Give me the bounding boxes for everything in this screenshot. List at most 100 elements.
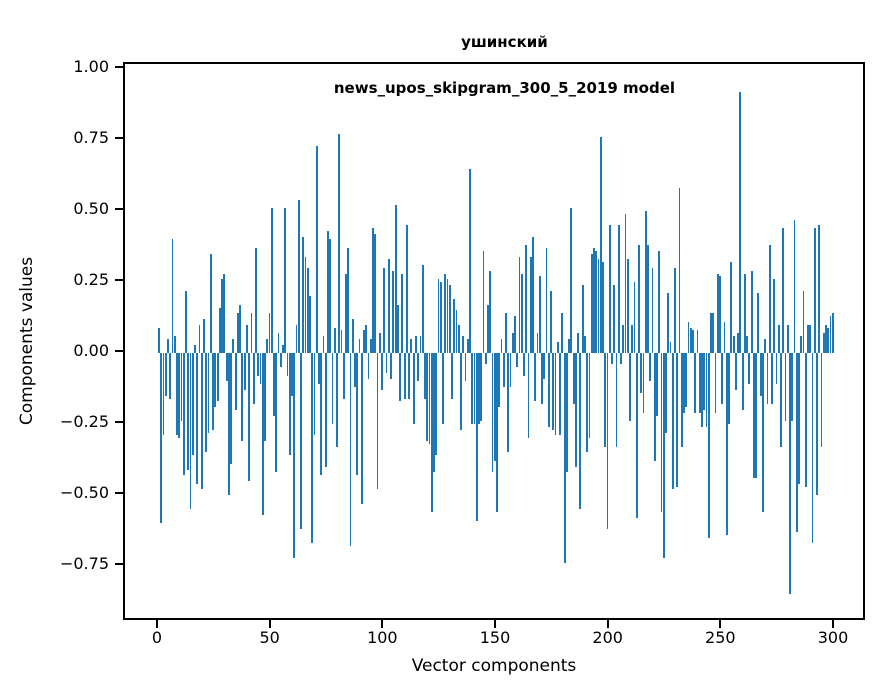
bar-component-66 (306, 267, 309, 354)
bar-component-260 (743, 273, 746, 354)
bar-component-272 (771, 353, 773, 405)
bar-component-282 (793, 219, 796, 354)
y-tick (115, 208, 123, 211)
bar-component-101 (385, 353, 388, 373)
bar-component-198 (604, 353, 607, 447)
bar-component-60 (293, 353, 296, 558)
bar-component-119 (426, 353, 429, 442)
bar-component-224 (662, 353, 665, 558)
bar-component-175 (552, 353, 555, 430)
bar-component-7 (173, 336, 176, 354)
bar-component-13 (187, 353, 190, 470)
bar-component-237 (692, 330, 694, 354)
bar-component-88 (356, 353, 359, 476)
bar-component-188 (581, 284, 584, 354)
bar-component-280 (789, 353, 791, 595)
bar-component-157 (511, 333, 514, 354)
bar-component-91 (363, 330, 365, 354)
bar-component-276 (780, 353, 782, 447)
bar-component-279 (786, 324, 789, 354)
bar-component-144 (482, 250, 485, 354)
bar-component-244 (707, 353, 710, 538)
bar-component-52 (275, 353, 278, 473)
bar-component-190 (586, 353, 589, 453)
bar-component-293 (818, 225, 821, 354)
bar-component-168 (536, 333, 539, 354)
bar-component-134 (460, 353, 462, 430)
bar-component-1 (160, 353, 163, 524)
bar-component-239 (696, 330, 699, 354)
bar-component-218 (649, 353, 652, 382)
bar-component-32 (230, 353, 233, 464)
bar-component-278 (784, 353, 787, 422)
bar-component-116 (419, 336, 422, 354)
bar-component-41 (250, 313, 253, 354)
bar-component-207 (624, 213, 627, 354)
bar-component-99 (381, 353, 383, 390)
bar-component-273 (773, 279, 776, 354)
bar-component-15 (191, 353, 194, 456)
bar-component-147 (489, 270, 492, 354)
bar-component-151 (498, 353, 501, 408)
bar-component-138 (469, 168, 471, 354)
bar-component-235 (687, 321, 690, 354)
bar-component-95 (372, 228, 374, 354)
bar-component-143 (480, 353, 483, 422)
bar-component-281 (791, 353, 794, 422)
bar-component-231 (678, 188, 681, 354)
bar-component-120 (428, 353, 431, 444)
bar-component-253 (728, 353, 730, 425)
bar-component-34 (234, 353, 237, 410)
y-tick-label: 0.50 (73, 199, 109, 219)
bar-component-240 (698, 353, 701, 413)
y-tick (115, 492, 123, 495)
bar-component-39 (246, 324, 248, 354)
bar-component-84 (347, 248, 350, 354)
bar-component-230 (676, 353, 679, 487)
bar-component-162 (523, 353, 525, 376)
bar-component-185 (574, 353, 577, 467)
bar-component-238 (694, 353, 697, 413)
y-tick (115, 137, 123, 140)
bar-component-292 (816, 353, 818, 496)
bar-component-77 (331, 353, 334, 425)
bar-component-96 (374, 233, 377, 354)
bar-component-87 (354, 353, 356, 388)
bar-component-266 (757, 293, 760, 354)
bar-component-226 (667, 293, 670, 354)
bar-component-259 (741, 353, 744, 410)
chart-title-model: news_upos_skipgram_300_5_2019 model (333, 79, 676, 97)
chart-title: ушинский news_upos_skipgram_300_5_2019 m… (123, 8, 865, 123)
bar-component-19 (200, 353, 203, 490)
bar-component-222 (658, 250, 661, 354)
bar-component-86 (351, 319, 354, 354)
bar-component-174 (550, 290, 552, 354)
bar-component-160 (518, 256, 521, 354)
bar-component-254 (730, 262, 733, 354)
bar-component-47 (264, 353, 266, 442)
y-tick (115, 279, 123, 282)
bar-component-211 (633, 282, 636, 354)
bar-component-46 (261, 353, 264, 515)
bar-component-173 (547, 353, 550, 427)
bar-component-54 (279, 353, 282, 368)
bar-component-286 (802, 290, 805, 354)
bar-component-58 (288, 353, 291, 456)
bar-component-43 (255, 248, 257, 354)
bar-component-267 (759, 353, 762, 396)
bar-component-9 (178, 353, 181, 439)
bar-component-166 (532, 236, 534, 354)
bar-component-80 (338, 134, 341, 354)
bar-component-178 (559, 353, 561, 436)
bar-component-63 (300, 353, 302, 530)
bar-component-261 (746, 336, 749, 354)
bar-component-69 (313, 353, 316, 436)
bar-component-11 (182, 353, 185, 476)
bar-component-26 (216, 353, 219, 402)
bar-component-76 (329, 239, 332, 354)
bar-component-255 (732, 336, 735, 354)
y-tick-label: 0.00 (73, 341, 109, 361)
bar-component-72 (320, 353, 323, 476)
bar-component-59 (291, 353, 293, 396)
bar-component-299 (831, 313, 834, 354)
